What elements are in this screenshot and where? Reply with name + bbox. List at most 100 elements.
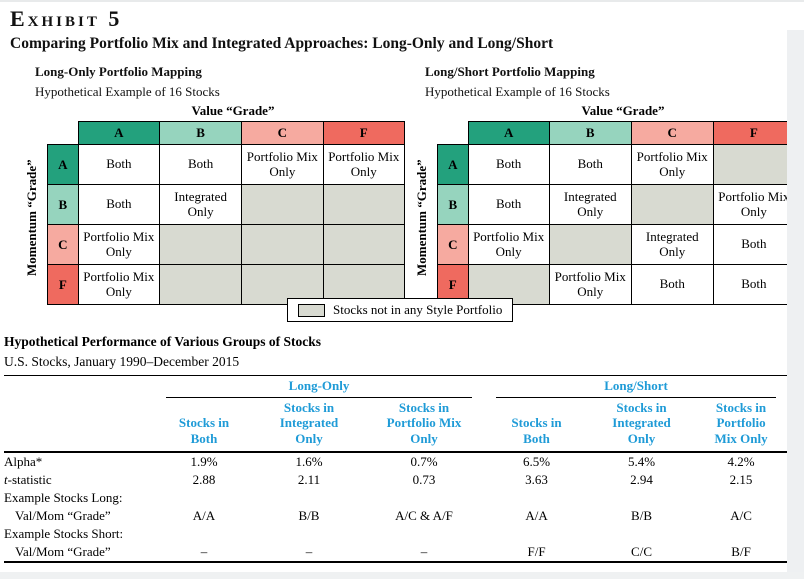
performance-title: Hypothetical Performance of Various Grou… bbox=[4, 334, 321, 349]
table-cell: 5.4% bbox=[627, 453, 656, 469]
grid-cell: Portfolio Mix Only bbox=[712, 184, 796, 225]
table-cell: 1.9% bbox=[190, 453, 218, 469]
exhibit-title: Comparing Portfolio Mix and Integrated A… bbox=[10, 35, 554, 52]
column-header: Stocks in Integrated Only bbox=[254, 398, 364, 453]
performance-section: Hypothetical Performance of Various Grou… bbox=[4, 334, 789, 563]
map-grid-area: Momentum “Grade” A B C F A Both Both Por… bbox=[20, 121, 406, 305]
table-cell: B/F bbox=[694, 542, 789, 563]
table-cell bbox=[694, 489, 788, 507]
table-row-valmom-short: Val/Mom “Grade” – – – F/F C/C B/F bbox=[4, 542, 789, 563]
grid-cell: Portfolio Mix Only bbox=[77, 264, 161, 305]
grid-row-b: B Both Integrated Only Portfolio Mix Onl… bbox=[437, 184, 796, 225]
table-cell bbox=[254, 489, 364, 507]
legend-label: Stocks not in any Style Portfolio bbox=[333, 302, 503, 317]
table-row-example-long: Example Stocks Long: bbox=[4, 489, 788, 507]
grid-cell-empty bbox=[159, 264, 243, 305]
col-header-b: B bbox=[159, 121, 243, 145]
group-label-long-short: Long/Short bbox=[496, 376, 777, 398]
grid-corner bbox=[438, 122, 469, 145]
grid-row-a: A Both Both Portfolio Mix Only bbox=[437, 144, 796, 185]
row-label: Val/Mom “Grade” bbox=[15, 507, 111, 523]
row-label: t-statistic bbox=[4, 471, 52, 487]
performance-subtitle: U.S. Stocks, January 1990–December 2015 bbox=[4, 354, 240, 369]
grid-header-row: A B C F bbox=[48, 121, 406, 145]
grid-row-c: C Portfolio Mix Only bbox=[47, 224, 406, 265]
long-only-mapping-panel: Long-Only Portfolio Mapping Hypothetical… bbox=[20, 64, 406, 305]
exhibit-header: Exhibit 5 Comparing Portfolio Mix and In… bbox=[10, 6, 553, 53]
grid-cell: Both bbox=[467, 184, 550, 225]
row-label: Val/Mom “Grade” bbox=[4, 542, 154, 563]
grid-cell-empty bbox=[630, 184, 714, 225]
map-subtitle: Hypothetical Example of 16 Stocks bbox=[35, 84, 220, 99]
row-header-a: A bbox=[437, 144, 469, 185]
column-header: Stocks in Both bbox=[484, 398, 590, 453]
table-cell: 0.73 bbox=[412, 471, 436, 487]
col-header-c: C bbox=[630, 121, 714, 145]
row-label: Example Stocks Short: bbox=[4, 525, 124, 541]
grid-cell-empty bbox=[548, 224, 632, 265]
table-cell bbox=[154, 489, 254, 507]
table-cell: B/B bbox=[631, 507, 653, 523]
table-row-alpha: Alpha* 1.9% 1.6% 0.7% 6.5% 5.4% 4.2% bbox=[4, 452, 788, 471]
grid-row-f: F Portfolio Mix Only Both Both bbox=[437, 264, 796, 305]
col-header-c: C bbox=[241, 121, 324, 145]
grid-cell-empty bbox=[712, 144, 796, 185]
col-header-a: A bbox=[467, 121, 550, 145]
grid-cell: Portfolio Mix Only bbox=[77, 224, 161, 265]
column-header: Stocks in Portfolio Mix Only bbox=[694, 398, 789, 453]
grid-cell: Portfolio Mix Only bbox=[322, 144, 406, 185]
table-cell: A/C bbox=[730, 507, 752, 523]
grid-cell: Both bbox=[77, 184, 161, 225]
table-cell: 2.11 bbox=[297, 471, 321, 487]
table-row-valmom-long: Val/Mom “Grade” A/A B/B A/C & A/F A/A B/… bbox=[4, 507, 788, 525]
momentum-grade-axis-label: Momentum “Grade” bbox=[414, 159, 429, 277]
grid-row-a: A Both Both Portfolio Mix Only Portfolio… bbox=[47, 144, 406, 185]
grid-cell-empty bbox=[322, 224, 406, 265]
table-cell: 1.6% bbox=[295, 453, 323, 469]
col-header-b: B bbox=[548, 121, 632, 145]
map-title: Long-Only Portfolio Mapping bbox=[35, 64, 202, 79]
long-short-grid: A B C F A Both Both Portfolio Mix Only B… bbox=[437, 121, 796, 305]
grid-cell: Both bbox=[712, 224, 796, 265]
table-cell: – bbox=[364, 542, 485, 563]
column-header: Stocks in Both bbox=[154, 398, 254, 453]
grid-cell: Portfolio Mix Only bbox=[630, 144, 714, 185]
grid-header-row: A B C F bbox=[438, 121, 796, 145]
table-cell: 3.63 bbox=[525, 471, 548, 487]
table-cell bbox=[484, 525, 589, 543]
grid-row-b: B Both Integrated Only bbox=[47, 184, 406, 225]
group-header-row: Long-Only Long/Short bbox=[4, 375, 789, 398]
table-cell: A/C & A/F bbox=[395, 507, 453, 523]
row-label: Example Stocks Long: bbox=[4, 489, 123, 505]
row-header-b: B bbox=[437, 184, 469, 225]
col-header-f: F bbox=[322, 121, 406, 145]
grid-cell: Both bbox=[712, 264, 796, 305]
row-header-b: B bbox=[47, 184, 79, 225]
table-cell: – bbox=[154, 542, 254, 563]
grid-corner bbox=[48, 122, 79, 145]
col-header-f: F bbox=[712, 121, 796, 145]
performance-table: Long-Only Long/Short Stocks in Both Stoc… bbox=[4, 375, 789, 563]
table-cell: B/B bbox=[298, 507, 320, 523]
column-header: Stocks in Integrated Only bbox=[589, 398, 695, 453]
group-header-spacer bbox=[4, 375, 154, 398]
map-grid-area: Momentum “Grade” A B C F A Both Both Por… bbox=[410, 121, 796, 305]
row-header-f: F bbox=[47, 264, 79, 305]
legend: Stocks not in any Style Portfolio bbox=[287, 298, 514, 322]
column-header-row: Stocks in Both Stocks in Integrated Only… bbox=[4, 398, 789, 453]
grid-cell: Integrated Only bbox=[548, 184, 632, 225]
grid-row-c: C Portfolio Mix Only Integrated Only Bot… bbox=[437, 224, 796, 265]
grid-cell: Both bbox=[159, 144, 243, 185]
value-grade-axis-label: Value “Grade” bbox=[581, 103, 665, 118]
page-edge bbox=[0, 572, 804, 579]
grid-cell: Both bbox=[630, 264, 714, 305]
grid-cell: Portfolio Mix Only bbox=[467, 224, 550, 265]
col-header-a: A bbox=[77, 121, 161, 145]
table-cell bbox=[364, 525, 484, 543]
table-cell bbox=[484, 489, 589, 507]
grid-cell: Both bbox=[77, 144, 161, 185]
grid-cell-empty bbox=[322, 184, 406, 225]
table-cell: 4.2% bbox=[727, 453, 755, 469]
grid-row-f: F Portfolio Mix Only bbox=[47, 264, 406, 305]
column-header: Stocks in Portfolio Mix Only bbox=[364, 398, 485, 453]
